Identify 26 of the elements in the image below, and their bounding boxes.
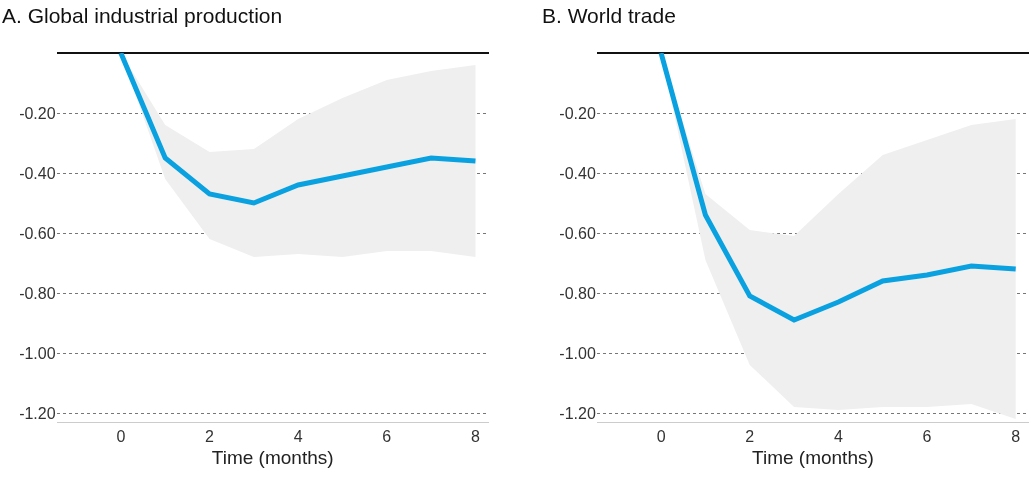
y-tick-label: -0.40 [19, 164, 56, 182]
y-tick-label: -0.40 [559, 164, 596, 182]
y-tick-label: -1.20 [559, 404, 596, 422]
chart-title: A. Global industrial production [2, 4, 283, 27]
y-tick-label: -0.60 [559, 224, 596, 242]
y-tick-label: -0.60 [19, 224, 56, 242]
y-tick-label: -0.80 [559, 284, 596, 302]
x-axis-title: Time (months) [211, 447, 334, 468]
y-tick-label: -1.00 [559, 344, 596, 362]
y-tick-label: -0.20 [559, 104, 596, 122]
chart-title: B. World trade [542, 4, 676, 27]
x-tick-label: 2 [205, 428, 215, 446]
x-tick-label: 6 [922, 428, 932, 446]
x-tick-label: 8 [1011, 428, 1021, 446]
x-tick-label: 2 [745, 428, 755, 446]
x-tick-label: 0 [116, 428, 126, 446]
x-axis-title: Time (months) [752, 447, 874, 468]
y-tick-label: -1.00 [19, 344, 56, 362]
y-tick-label: -0.80 [19, 284, 56, 302]
x-tick-label: 4 [293, 428, 303, 446]
x-tick-label: 6 [382, 428, 392, 446]
y-tick-label: -1.20 [19, 404, 56, 422]
x-tick-label: 0 [656, 428, 666, 446]
x-tick-label: 8 [471, 428, 481, 446]
x-tick-label: 4 [833, 428, 843, 446]
y-tick-label: -0.20 [19, 104, 56, 122]
